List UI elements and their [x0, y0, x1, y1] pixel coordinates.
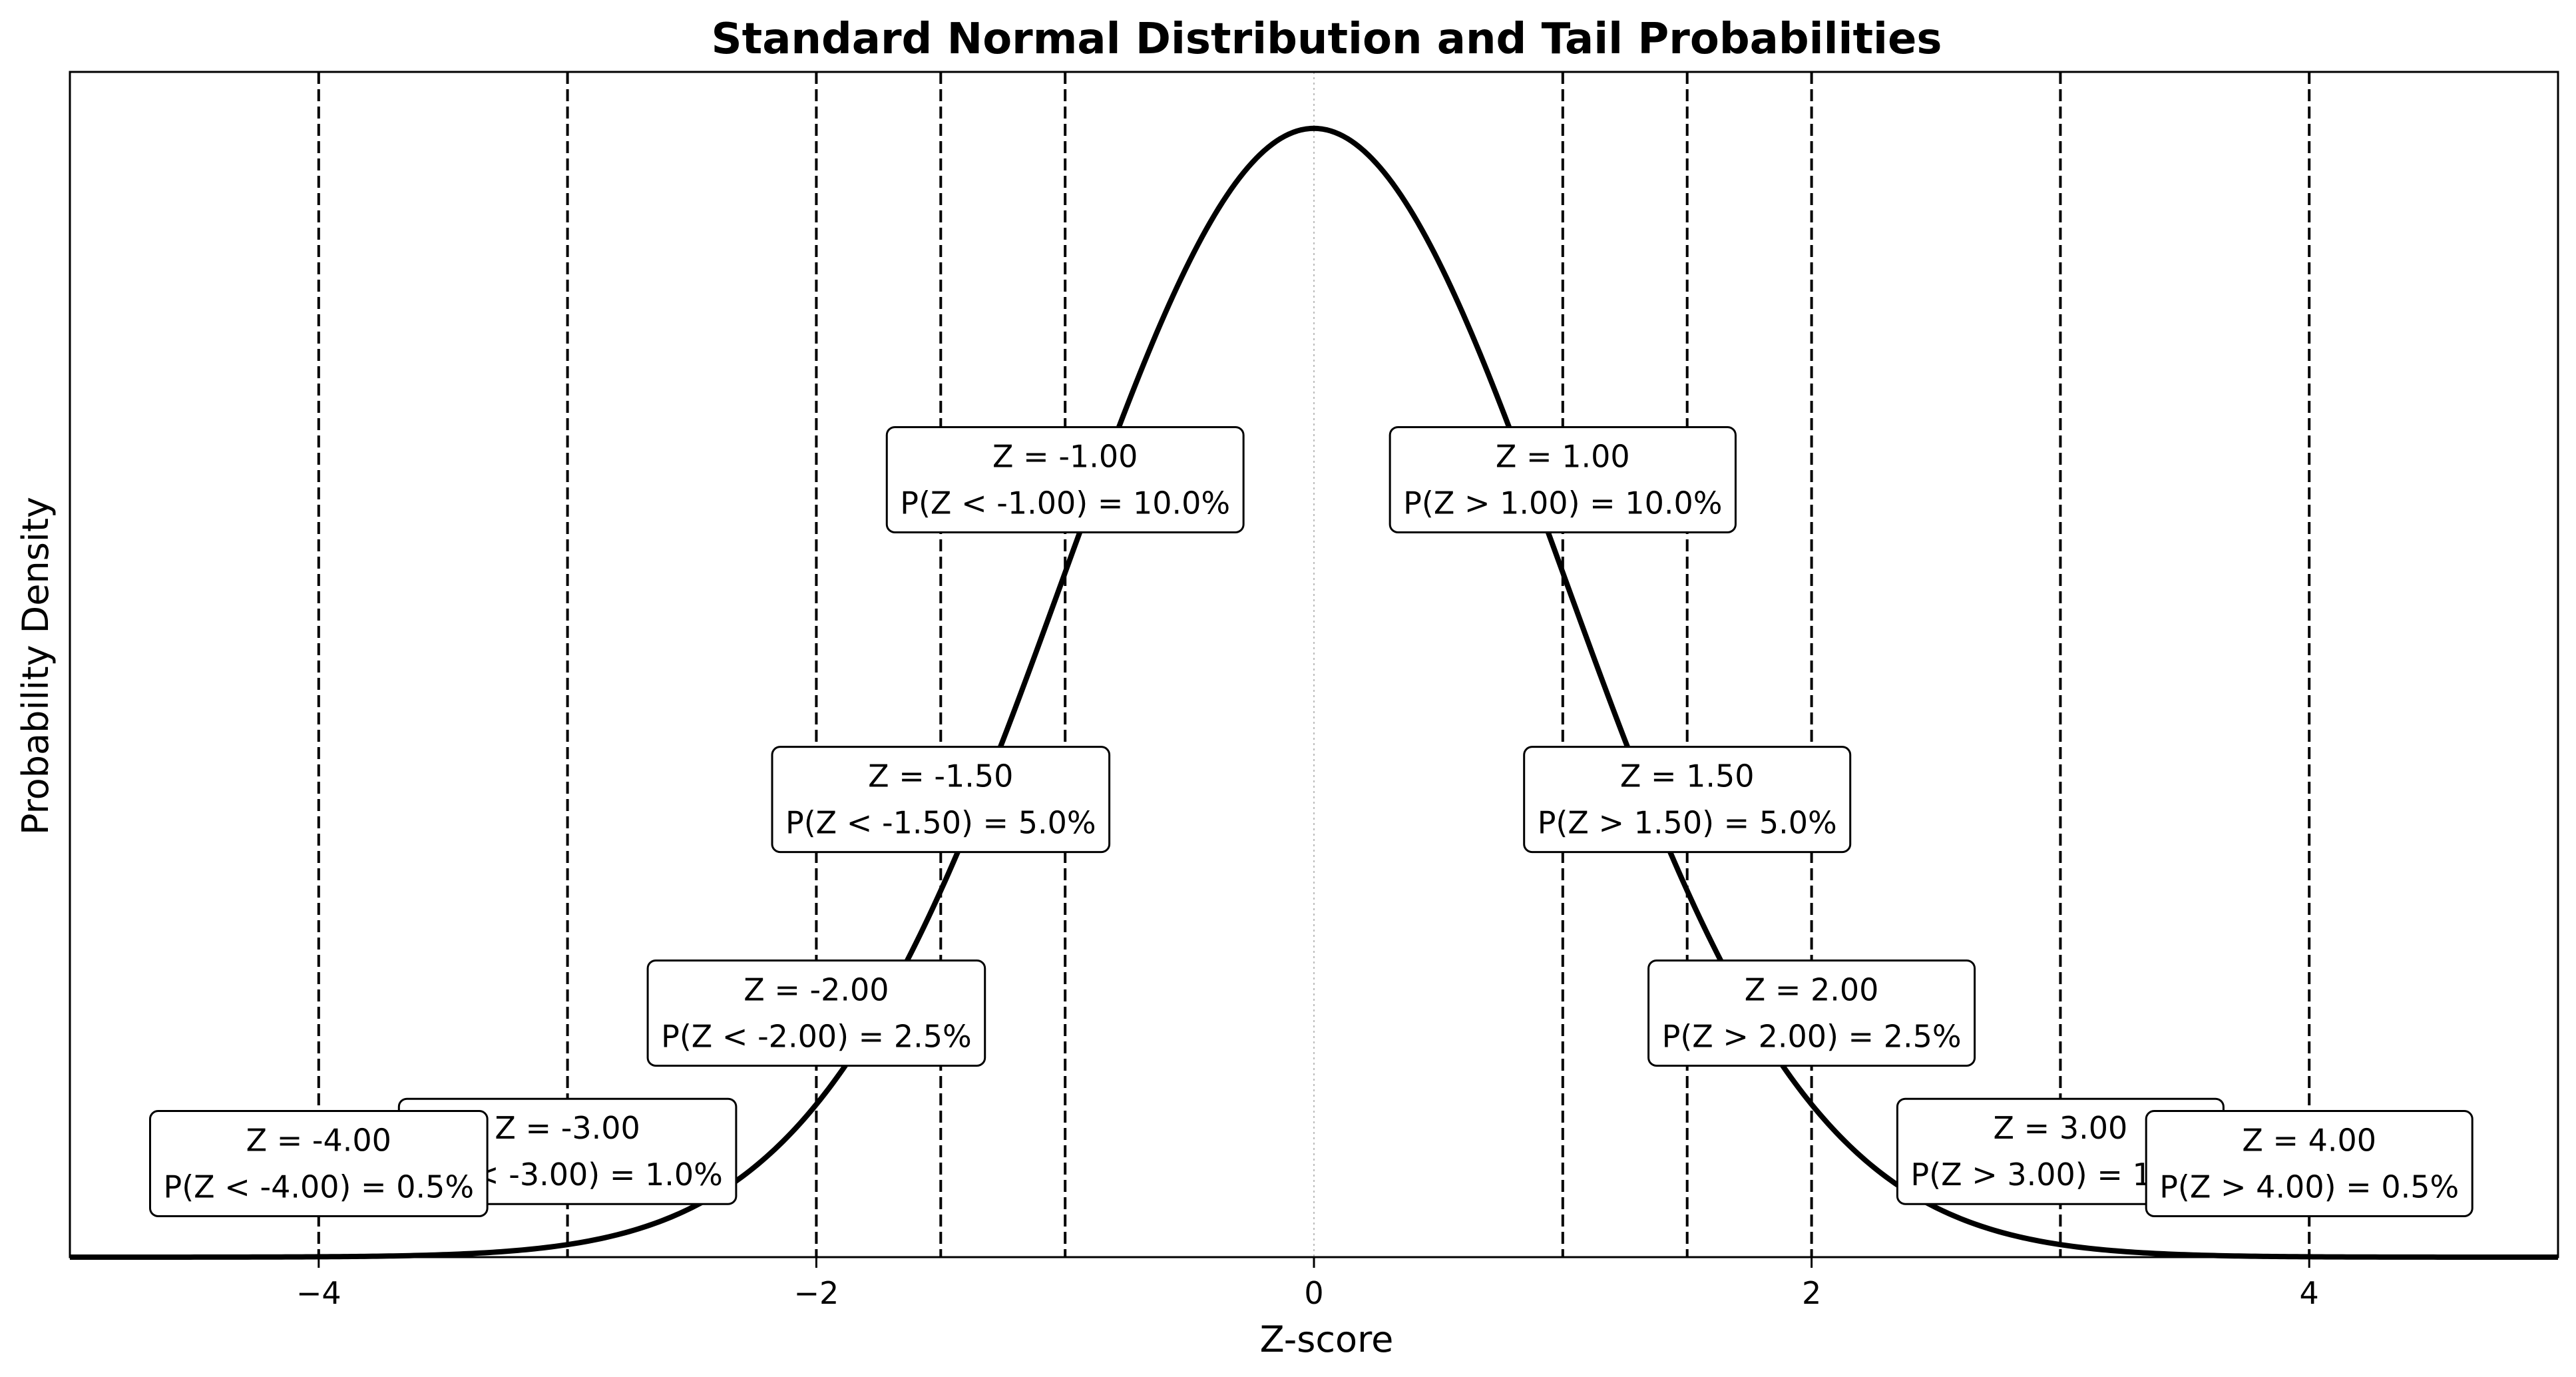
annotation-z-label: Z = -1.00 — [992, 438, 1138, 474]
annotation-box: Z = -1.00 P(Z < -1.00) = 10.0% — [885, 425, 1245, 533]
annotation-frame — [2145, 1110, 2473, 1218]
annotation-frame — [771, 746, 1111, 854]
annotation-frame — [1523, 746, 1852, 854]
annotation-z-label: Z = -3.00 — [495, 1110, 640, 1146]
y-axis-label: Probability Density — [15, 497, 57, 835]
annotation-frame — [148, 1110, 489, 1218]
reference-lines — [317, 72, 2311, 1257]
annotation-box: Z = -1.50 P(Z < -1.50) = 5.0% — [771, 746, 1111, 854]
annotation-probability: P(Z > 1.50) = 5.0% — [1538, 805, 1837, 841]
annotation-probability: P(Z < -1.50) = 5.0% — [785, 805, 1096, 841]
annotation-frame — [1389, 425, 1737, 533]
x-tick-label: 0 — [1304, 1275, 1323, 1311]
x-axis-label: Z-score — [1260, 1318, 1394, 1360]
annotation-frame — [885, 425, 1245, 533]
x-axis-ticks: −4 −2 0 2 4 — [296, 1257, 2319, 1311]
annotation-probability: P(Z < -1.00) = 10.0% — [900, 485, 1230, 521]
x-tick-label: −4 — [296, 1275, 341, 1311]
annotation-box: Z = 1.00 P(Z > 1.00) = 10.0% — [1389, 425, 1737, 533]
annotation-probability: P(Z > 4.00) = 0.5% — [2159, 1169, 2459, 1205]
annotation-probability: P(Z < -4.00) = 0.5% — [163, 1169, 474, 1205]
normal-pdf-curve — [70, 125, 2558, 1260]
x-tick-label: 4 — [2300, 1275, 2319, 1311]
annotation-box: Z = 2.00 P(Z > 2.00) = 2.5% — [1647, 959, 1976, 1067]
annotations: Z = -1.00 P(Z < -1.00) = 10.0% Z = 1.00 P(Z… — [148, 425, 2473, 1218]
annotation-probability: P(Z > 2.00) = 2.5% — [1662, 1018, 1962, 1054]
annotation-probability: P(Z > 1.00) = 10.0% — [1403, 485, 1722, 521]
annotation-z-label: Z = 1.50 — [1620, 758, 1755, 794]
annotation-z-label: Z = 3.00 — [1994, 1110, 2128, 1146]
annotation-z-label: Z = -2.00 — [744, 971, 889, 1007]
annotation-frame — [646, 959, 986, 1067]
plot-area: Z = -1.00 P(Z < -1.00) = 10.0% Z = 1.00 P(Z… — [69, 71, 2559, 1260]
annotation-box: Z = 4.00 P(Z > 4.00) = 0.5% — [2145, 1110, 2473, 1218]
annotation-frame — [1647, 959, 1976, 1067]
x-tick-label: 2 — [1802, 1275, 1821, 1311]
annotation-box: Z = -2.00 P(Z < -2.00) = 2.5% — [646, 959, 986, 1067]
annotation-box: Z = -4.00 P(Z < -4.00) = 0.5% — [148, 1110, 489, 1218]
annotation-z-label: Z = 4.00 — [2242, 1123, 2376, 1159]
annotation-box: Z = 1.50 P(Z > 1.50) = 5.0% — [1523, 746, 1852, 854]
annotation-z-label: Z = 2.00 — [1745, 971, 1879, 1007]
annotation-z-label: Z = -1.50 — [868, 758, 1013, 794]
x-tick-label: −2 — [793, 1275, 839, 1311]
annotation-z-label: Z = -4.00 — [246, 1123, 391, 1159]
annotation-probability: P(Z < -2.00) = 2.5% — [661, 1018, 972, 1054]
chart-title: Standard Normal Distribution and Tail Pr… — [712, 15, 1942, 64]
annotation-z-label: Z = 1.00 — [1496, 438, 1630, 474]
